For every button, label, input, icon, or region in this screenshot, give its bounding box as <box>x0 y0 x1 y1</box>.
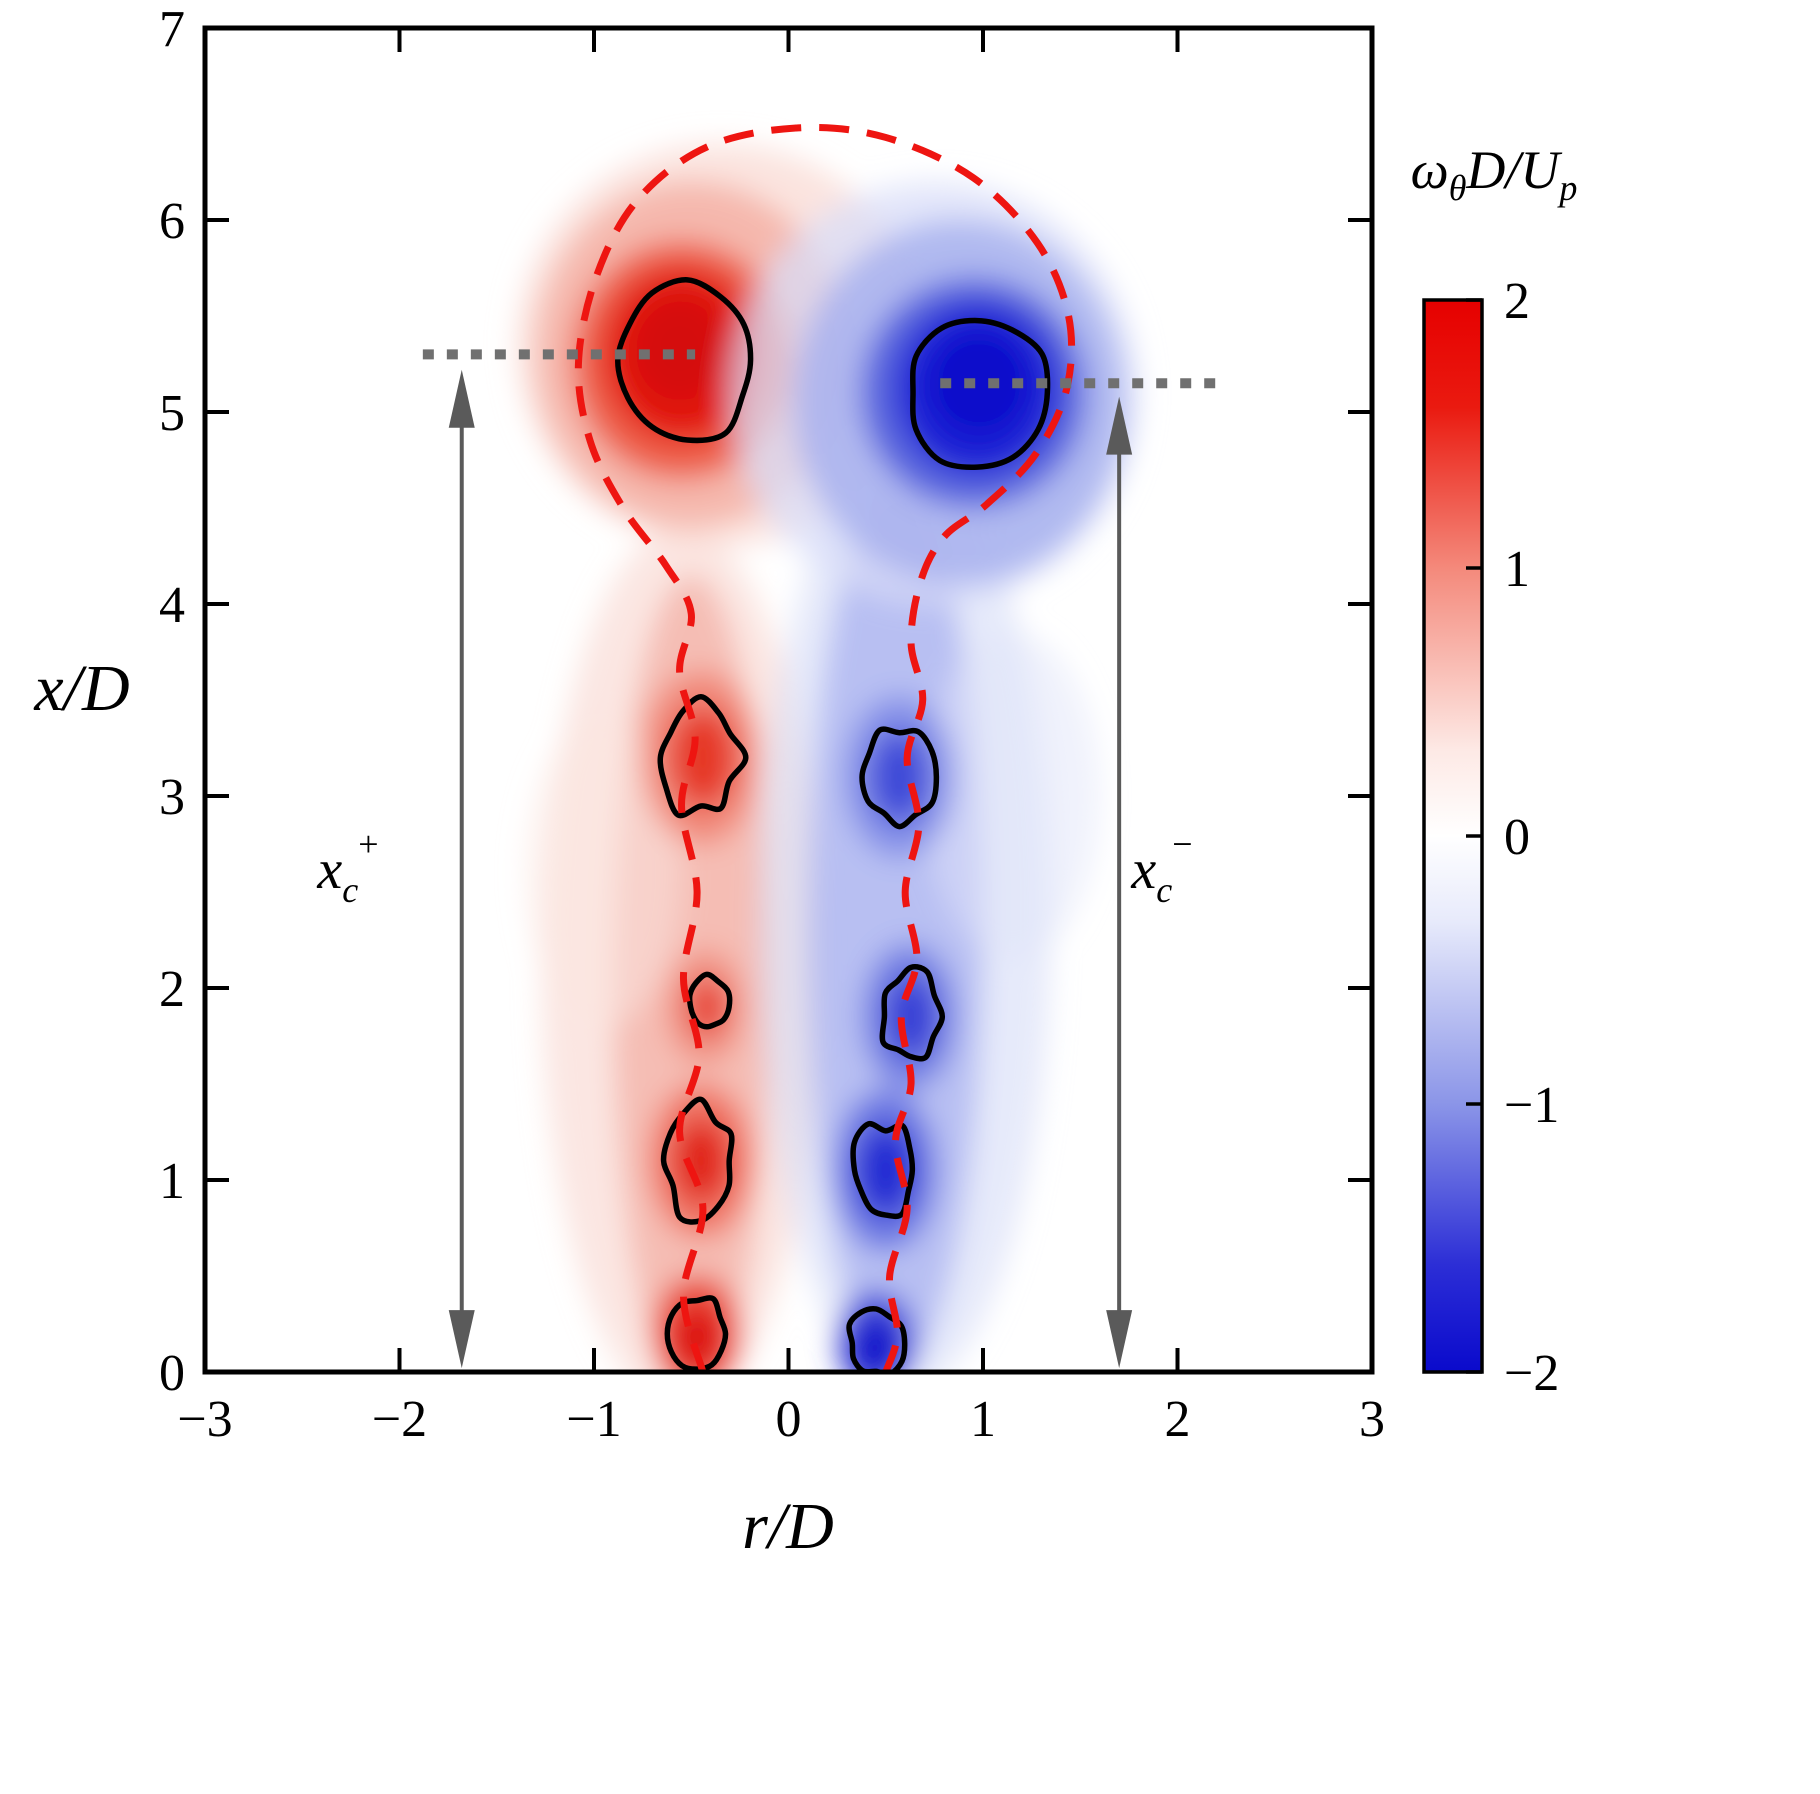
y-axis-title: x/D <box>33 652 129 725</box>
jet-boundary-dashed-line <box>574 123 1076 1372</box>
arrowhead-down-icon <box>448 1310 475 1369</box>
arrowhead-down-icon <box>1106 1310 1133 1369</box>
vortex-core-contour <box>657 693 749 819</box>
negative-vorticity-blob <box>885 974 937 1060</box>
x-tick-label: 0 <box>776 1391 802 1448</box>
plot-frame <box>202 25 1375 1375</box>
vortex-core-contour <box>686 971 733 1030</box>
vortex-core-contour <box>910 317 1051 470</box>
y-tick-label: 7 <box>159 1 185 58</box>
arrowhead-up-icon <box>448 369 475 428</box>
colorbar-tick-label: 2 <box>1504 273 1530 330</box>
field-blobs <box>516 143 1139 1372</box>
vortex-core-contour <box>879 964 946 1062</box>
vorticity-field <box>516 143 1139 1372</box>
vortex-core-contour <box>660 1096 735 1225</box>
jet-boundary-path <box>574 123 1076 1372</box>
colorbar: 2 1 0 −1 −2 <box>1422 273 1559 1402</box>
x-tick-label: 2 <box>1165 1391 1191 1448</box>
positive-vorticity-blob <box>525 719 682 1027</box>
x-tick-label: −3 <box>177 1391 232 1448</box>
xc-plus-arrow <box>448 369 475 1369</box>
y-tick-label: 5 <box>159 385 185 442</box>
negative-vorticity-blob <box>928 329 1030 437</box>
colorbar-tick-label: −1 <box>1504 1077 1559 1134</box>
negative-vorticity-blob <box>669 707 736 808</box>
negative-vorticity-blob <box>924 632 1100 960</box>
xc-minus-arrow <box>1106 396 1133 1369</box>
y-tick-label: 3 <box>159 769 185 826</box>
y-tick-label: 6 <box>159 193 185 250</box>
vortex-core-contour <box>615 277 754 444</box>
x-tick-label: 3 <box>1359 1391 1385 1448</box>
x-tick-label: −1 <box>566 1391 621 1448</box>
y-tick-label: 2 <box>159 961 185 1018</box>
negative-vorticity-blob <box>632 296 727 401</box>
colorbar-title: ωθD/Up <box>1411 140 1578 208</box>
xc-plus-label: xc+ <box>316 824 378 910</box>
negative-vorticity-blob <box>673 1118 729 1204</box>
colorbar-tick-label: −2 <box>1504 1345 1559 1402</box>
x-tick-label: −2 <box>372 1391 427 1448</box>
vortex-core-contour <box>846 1306 908 1372</box>
vortex-core-contours <box>615 277 1051 1372</box>
annotation-arrows <box>422 349 1217 1369</box>
colorbar-tick-label: 1 <box>1504 541 1530 598</box>
y-tick-label: 1 <box>159 1153 185 1210</box>
vortex-core-contour <box>664 1295 729 1372</box>
negative-vorticity-blob <box>856 1124 915 1217</box>
x-axis-title: r/D <box>742 1490 834 1563</box>
y-tick-label: 4 <box>159 577 185 634</box>
axes-frame: 0 1 2 3 4 5 6 7 −3 −2 −1 0 1 2 3 <box>159 1 1385 1448</box>
y-tick-label: 0 <box>159 1345 185 1402</box>
arrowhead-up-icon <box>1106 396 1133 455</box>
x-tick-label: 1 <box>970 1391 996 1448</box>
colorbar-tick-label: 0 <box>1504 809 1530 866</box>
xc-minus-label: xc− <box>1130 824 1192 910</box>
vortex-core-contour <box>859 726 940 830</box>
vortex-core-contour <box>850 1120 916 1220</box>
